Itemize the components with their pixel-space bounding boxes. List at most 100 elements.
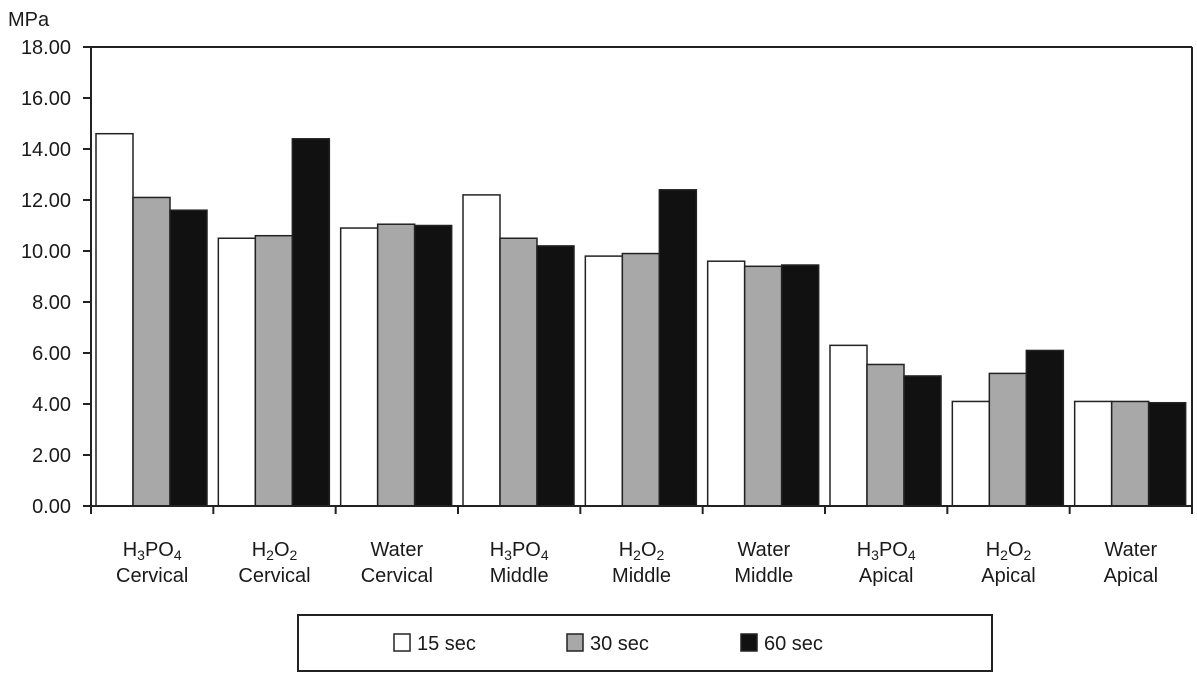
bar: [951, 400, 991, 507]
y-tick-label: 2.00: [32, 445, 71, 467]
x-tick-label-line1: H3PO4: [857, 539, 916, 563]
bar: [95, 132, 134, 507]
x-tick-label-line2: Apical: [1104, 565, 1158, 587]
bar: [1110, 400, 1150, 507]
y-tick-label: 14.00: [21, 139, 71, 161]
bar: [988, 372, 1028, 507]
bar: [169, 209, 208, 507]
bar: [829, 344, 868, 507]
bar: [1025, 349, 1065, 507]
bar: [1147, 401, 1187, 507]
y-tick-label: 0.00: [32, 496, 71, 518]
bar-group: [462, 194, 575, 507]
x-tick-label-part: PO: [145, 539, 174, 561]
x-tick-label-line2: Cervical: [361, 565, 433, 587]
x-tick-label-line2: Apical: [981, 565, 1035, 587]
legend-swatch: [740, 633, 758, 652]
bar: [780, 264, 820, 507]
x-tick-label-line1: H2O2: [986, 539, 1032, 563]
bar: [584, 255, 624, 507]
bar: [706, 260, 746, 507]
x-tick-label-part: O: [641, 539, 657, 561]
x-tick-label-line2: Middle: [734, 565, 793, 587]
bar: [658, 189, 698, 507]
y-tick-label: 10.00: [21, 241, 71, 263]
legend-label: 15 sec: [417, 633, 476, 655]
x-tick-label-part: PO: [879, 539, 908, 561]
x-tick-label-line2: Cervical: [238, 565, 310, 587]
x-tick-label-subscript: 4: [908, 547, 916, 563]
bar: [536, 245, 575, 507]
x-axis: H3PO4CervicalH2O2CervicalWaterCervicalH3…: [90, 505, 1193, 587]
bar-series-group: [95, 132, 1187, 507]
x-tick-label-subscript: 3: [137, 547, 145, 563]
x-tick-label-subscript: 3: [871, 547, 879, 563]
bar: [1073, 400, 1113, 507]
bar-group: [584, 189, 698, 507]
x-tick-label-subscript: 4: [541, 547, 549, 563]
x-tick-label-line1: H3PO4: [490, 539, 549, 563]
y-tick-label: 6.00: [32, 343, 71, 365]
bar: [866, 363, 905, 507]
x-tick-label-part: Water: [371, 539, 424, 561]
x-tick-label-part: Water: [738, 539, 791, 561]
y-tick-label: 4.00: [32, 394, 71, 416]
bar-group: [706, 260, 820, 507]
bar: [291, 138, 331, 507]
bar: [903, 375, 942, 507]
bar: [376, 223, 416, 507]
bar: [743, 265, 783, 507]
bar-group: [217, 138, 331, 507]
legend-label: 30 sec: [590, 633, 649, 655]
x-tick-label-subscript: 2: [1024, 547, 1032, 563]
legend-swatch: [566, 633, 584, 652]
x-tick-label-line2: Apical: [859, 565, 913, 587]
bar-group: [1073, 400, 1187, 507]
y-tick-label: 16.00: [21, 88, 71, 110]
y-tick-label: 12.00: [21, 190, 71, 212]
x-tick-label-line1: H2O2: [619, 539, 665, 563]
bar: [462, 194, 501, 507]
x-tick-label-part: H: [986, 539, 1000, 561]
x-tick-label-subscript: 3: [504, 547, 512, 563]
bar: [132, 196, 171, 507]
legend: 15 sec 30 sec 60 sec: [297, 614, 993, 672]
legend-swatch: [393, 633, 411, 652]
x-tick-label-part: H: [619, 539, 633, 561]
bar: [413, 224, 453, 507]
x-tick-label-part: H: [857, 539, 871, 561]
x-tick-label-subscript: 2: [633, 547, 641, 563]
bar-group: [829, 344, 942, 507]
x-tick-label-part: O: [274, 539, 290, 561]
y-tick-label: 18.00: [21, 37, 71, 59]
y-axis-unit-label: MPa: [8, 9, 50, 31]
bar: [254, 234, 294, 507]
bar-group: [95, 132, 208, 507]
x-tick-label-line2: Middle: [490, 565, 549, 587]
y-axis: 0.00 2.00 4.00 6.00 8.00 10.00 12.00 14.00 16.00…: [21, 37, 92, 518]
x-tick-label-part: H: [490, 539, 504, 561]
x-tick-label-part: H: [123, 539, 137, 561]
x-tick-label-line1: Water: [371, 539, 424, 561]
x-tick-label-subscript: 2: [1000, 547, 1008, 563]
bar: [339, 227, 379, 507]
bar: [621, 252, 661, 507]
x-tick-label-line2: Cervical: [116, 565, 188, 587]
plot-area: [91, 46, 1193, 506]
x-tick-label-line2: Middle: [612, 565, 671, 587]
x-tick-label-part: PO: [512, 539, 541, 561]
bar: [499, 237, 538, 507]
x-tick-label-line1: Water: [738, 539, 791, 561]
x-tick-label-line1: H3PO4: [123, 539, 182, 563]
x-tick-label-part: O: [1008, 539, 1024, 561]
legend-box: [297, 614, 993, 672]
x-tick-label-line1: Water: [1105, 539, 1158, 561]
bar-group: [951, 349, 1065, 507]
x-tick-label-part: Water: [1105, 539, 1158, 561]
bar: [217, 237, 257, 507]
x-tick-label-line1: H2O2: [252, 539, 298, 563]
x-tick-label-subscript: 2: [266, 547, 274, 563]
x-tick-label-part: H: [252, 539, 266, 561]
legend-label: 60 sec: [764, 633, 823, 655]
